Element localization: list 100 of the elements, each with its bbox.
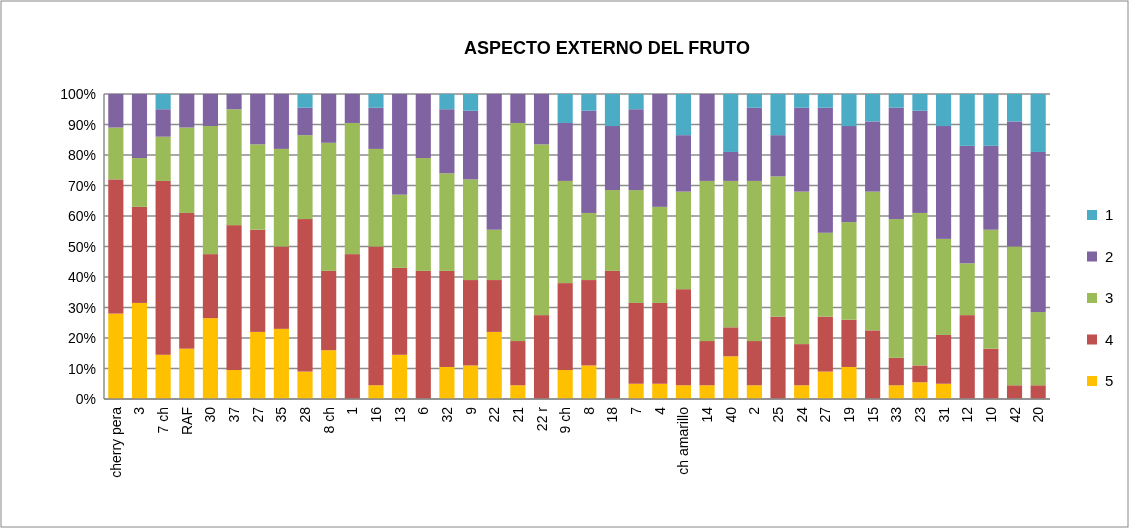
bar (250, 144, 266, 230)
x-tick-label: 1 (344, 406, 361, 415)
bar (321, 142, 337, 271)
y-tick-label: 20% (67, 330, 96, 346)
legend-label: 1 (1105, 206, 1114, 223)
bar (226, 225, 242, 371)
bar (817, 232, 833, 317)
bar (463, 110, 479, 180)
x-tick-label: 7 (628, 406, 645, 415)
bar (557, 122, 573, 181)
x-tick-label: 12 (959, 406, 976, 423)
bar (1030, 151, 1046, 313)
bar (770, 176, 786, 317)
legend-label: 4 (1105, 330, 1114, 348)
x-tick-label: 3 (131, 406, 148, 415)
x-tick-label: 16 (367, 406, 384, 423)
bar (202, 126, 218, 255)
x-tick-label: RAF (178, 407, 195, 435)
bar (912, 382, 928, 399)
x-tick-label: 8 ch (320, 407, 337, 434)
bar (699, 94, 715, 181)
bar (486, 94, 502, 230)
bar (392, 94, 408, 195)
legend-label: 3 (1105, 289, 1114, 306)
bar (131, 206, 148, 303)
bar (297, 135, 313, 220)
bar (912, 94, 928, 111)
bar (746, 107, 762, 181)
bar (841, 94, 857, 127)
x-tick-label: 32 (438, 406, 455, 423)
bar (510, 94, 526, 123)
bar (155, 109, 171, 137)
bar (533, 315, 550, 399)
bar (794, 344, 810, 386)
bar (368, 94, 384, 108)
bar (865, 94, 881, 122)
bar (439, 94, 455, 110)
bar (463, 365, 479, 399)
bar (983, 94, 999, 146)
bar (794, 107, 810, 192)
x-tick-label: 21 (509, 406, 526, 423)
bar (179, 94, 195, 128)
bar (439, 270, 455, 367)
x-tick-label: 24 (793, 406, 810, 423)
bar (463, 280, 479, 366)
bar (746, 385, 762, 399)
bar (250, 229, 266, 332)
bar (557, 180, 573, 284)
bar (604, 94, 621, 127)
bar (581, 280, 597, 366)
legend-label: 5 (1105, 372, 1114, 389)
bar (604, 126, 621, 191)
bar (794, 94, 810, 108)
x-tick-label: 35 (273, 406, 290, 423)
y-tick-label: 0% (75, 391, 96, 407)
bar (628, 302, 644, 384)
bar (723, 327, 739, 357)
y-tick-label: 90% (67, 116, 96, 133)
bar (888, 357, 904, 386)
bar (959, 94, 975, 146)
bar (888, 94, 904, 108)
bar (392, 194, 408, 268)
x-tick-label: 10 (982, 406, 999, 423)
bar (108, 179, 124, 314)
bar (297, 107, 313, 136)
bar (344, 122, 360, 255)
bar (817, 316, 833, 372)
bar (581, 94, 597, 111)
bar (723, 356, 739, 399)
x-tick-label: 30 (202, 406, 219, 423)
bar (273, 94, 289, 149)
x-tick-label: 15 (864, 406, 881, 423)
bar (865, 330, 881, 399)
bar (628, 383, 644, 399)
bar (983, 145, 999, 230)
bar (439, 366, 455, 399)
bar (439, 173, 455, 271)
bar (179, 127, 195, 213)
bar (392, 354, 408, 399)
bar (888, 385, 904, 399)
bar (936, 383, 952, 399)
bar (368, 246, 384, 386)
bar (155, 180, 171, 355)
x-tick-label: ch amarillo (675, 406, 692, 475)
bar (936, 238, 952, 335)
bar (273, 148, 289, 247)
bar (1030, 312, 1046, 386)
chart-title: ASPECTO EXTERNO DEL FRUTO (463, 38, 751, 58)
bar (557, 94, 573, 123)
bar (510, 341, 526, 386)
bar (1006, 385, 1023, 399)
bar (746, 180, 762, 342)
bar (699, 180, 715, 342)
legend-label: 2 (1105, 247, 1114, 265)
bar (628, 94, 644, 110)
y-tick-label: 50% (67, 238, 96, 255)
x-tick-label: 7 ch (155, 407, 172, 434)
bar (841, 319, 857, 367)
bar (179, 348, 195, 399)
bar (202, 94, 218, 127)
